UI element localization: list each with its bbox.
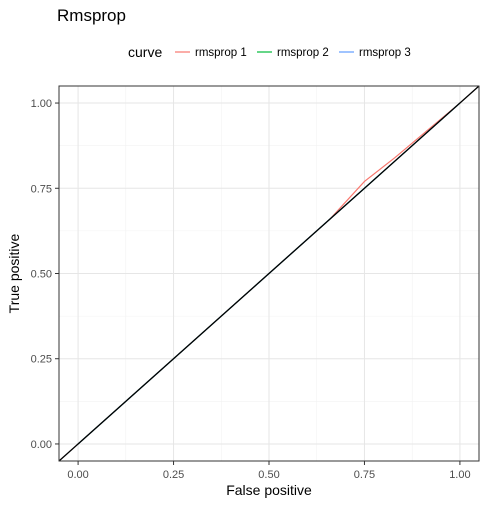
x-tick-label-2: 0.50 (258, 469, 279, 481)
y-tick-label-2: 0.50 (31, 269, 52, 281)
y-tick-label-0: 0.00 (31, 439, 52, 451)
legend-label-2: rmsprop 2 (277, 47, 329, 59)
legend-title: curve (128, 44, 162, 60)
x-axis-title: False positive (226, 482, 312, 498)
legend-label-3: rmsprop 3 (359, 47, 411, 59)
x-tick-label-1: 0.25 (163, 469, 184, 481)
x-tick-label-0: 0.00 (67, 469, 88, 481)
y-tick-label-4: 1.00 (31, 98, 52, 110)
x-tick-label-3: 0.75 (354, 469, 375, 481)
y-axis-title: True positive (6, 233, 22, 313)
legend-label-1: rmsprop 1 (195, 47, 247, 59)
diagonal-reference-line (58, 85, 480, 462)
chart-title: Rmsprop (57, 6, 126, 25)
legend: curve rmsprop 1 rmsprop 2 rmsprop 3 (128, 44, 411, 60)
x-tick-label-4: 1.00 (449, 469, 470, 481)
y-tick-label-3: 0.75 (31, 183, 52, 195)
y-tick-label-1: 0.25 (31, 354, 52, 366)
